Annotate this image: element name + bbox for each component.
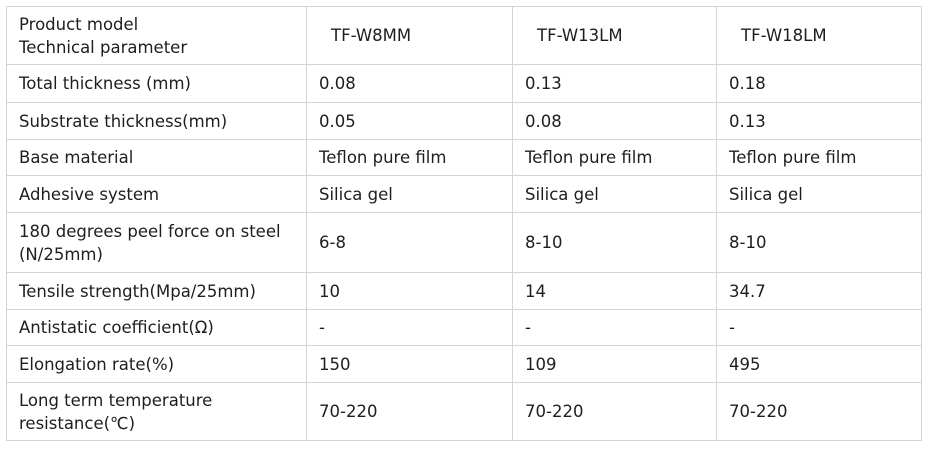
table-header: Product model Technical parameter TF-W8MM… — [6, 6, 922, 65]
table-row: Adhesive system Silica gel Silica gel Silic… — [6, 175, 922, 213]
parameter-value: 6-8 — [306, 212, 513, 273]
parameter-value: Silica gel — [512, 175, 717, 213]
parameter-value: 8-10 — [512, 212, 717, 273]
parameter-value: 0.13 — [716, 102, 922, 140]
parameter-value: - — [512, 309, 717, 346]
parameter-name: Base material — [6, 139, 307, 176]
parameter-value: 8-10 — [716, 212, 922, 273]
spec-table: Product model Technical parameter TF-W8MM… — [6, 6, 922, 441]
parameter-name: Antistatic coefficient(Ω) — [6, 309, 307, 346]
parameter-value: Teflon pure film — [512, 139, 717, 176]
table-row: Substrate thickness(mm) 0.05 0.08 0.13 — [6, 102, 922, 140]
parameter-value: 0.05 — [306, 102, 513, 140]
table-row: Antistatic coefficient(Ω) - - - — [6, 309, 922, 346]
table-row: Long term temperature resistance(℃) 70-22… — [6, 382, 922, 441]
table-row: Base material Teflon pure film Teflon pure… — [6, 139, 922, 176]
parameter-value: 0.13 — [512, 64, 717, 103]
parameter-name: Adhesive system — [6, 175, 307, 213]
parameter-value: Silica gel — [716, 175, 922, 213]
table-row: Elongation rate(%) 150 109 495 — [6, 345, 922, 383]
parameter-name: Elongation rate(%) — [6, 345, 307, 383]
parameter-name: Substrate thickness(mm) — [6, 102, 307, 140]
parameter-name: Tensile strength(Mpa/25mm) — [6, 272, 307, 310]
table-row: 180 degrees peel force on steel (N/25mm)… — [6, 212, 922, 273]
parameter-value: 495 — [716, 345, 922, 383]
parameter-value: Teflon pure film — [306, 139, 513, 176]
parameter-value: 109 — [512, 345, 717, 383]
header-label: Product model Technical parameter — [6, 6, 307, 65]
parameter-value: 0.08 — [306, 64, 513, 103]
parameter-name: 180 degrees peel force on steel (N/25mm) — [6, 212, 307, 273]
parameter-value: 0.08 — [512, 102, 717, 140]
table-row: Tensile strength(Mpa/25mm) 10 14 34.7 — [6, 272, 922, 310]
parameter-value: 150 — [306, 345, 513, 383]
parameter-value: 34.7 — [716, 272, 922, 310]
table-body: Total thickness (mm) 0.08 0.13 0.18 Substrat… — [6, 64, 922, 441]
parameter-value: 14 — [512, 272, 717, 310]
parameter-value: Teflon pure film — [716, 139, 922, 176]
parameter-name: Total thickness (mm) — [6, 64, 307, 103]
parameter-value: Silica gel — [306, 175, 513, 213]
parameter-value: 70-220 — [306, 382, 513, 441]
parameter-name: Long term temperature resistance(℃) — [6, 382, 307, 441]
parameter-value: 70-220 — [716, 382, 922, 441]
parameter-value: 0.18 — [716, 64, 922, 103]
parameter-value: - — [306, 309, 513, 346]
model-name: TF-W8MM — [306, 6, 513, 65]
parameter-value: - — [716, 309, 922, 346]
model-name: TF-W18LM — [716, 6, 922, 65]
parameter-value: 70-220 — [512, 382, 717, 441]
table-row: Total thickness (mm) 0.08 0.13 0.18 — [6, 64, 922, 103]
model-name: TF-W13LM — [512, 6, 717, 65]
parameter-value: 10 — [306, 272, 513, 310]
header-row: Product model Technical parameter TF-W8MM… — [6, 6, 922, 65]
